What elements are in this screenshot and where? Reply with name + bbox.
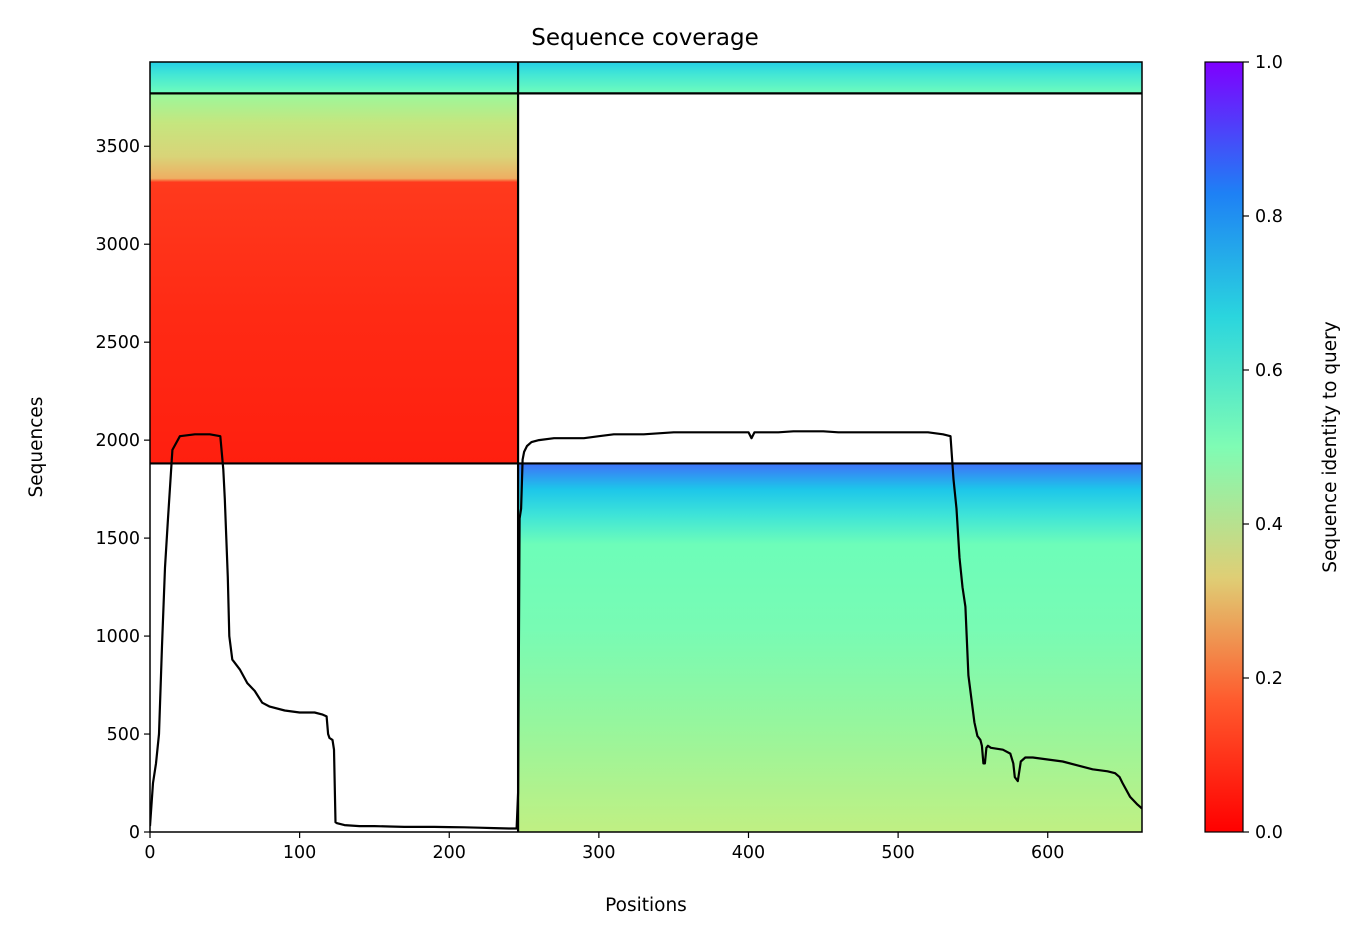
- colorbar-tick-label: 0.8: [1255, 207, 1283, 227]
- y-tick-label: 1500: [95, 529, 140, 549]
- y-tick-label: 500: [107, 725, 140, 745]
- coverage-line-group: [150, 430, 1142, 830]
- x-tick-label: 400: [732, 843, 765, 863]
- x-tick-label: 500: [881, 843, 914, 863]
- colorbar-tick-label: 1.0: [1255, 53, 1283, 73]
- x-tick-label: 600: [1031, 843, 1064, 863]
- msa-heatmap: [150, 62, 1142, 832]
- chart-title: Sequence coverage: [531, 25, 759, 51]
- x-axis-label: Positions: [605, 895, 687, 916]
- colorbar-tick-label: 0.6: [1255, 361, 1283, 381]
- y-tick-label: 0: [129, 823, 140, 843]
- y-tick-label: 1000: [95, 627, 140, 647]
- colorbar: [1204, 61, 1244, 833]
- x-tick-label: 300: [582, 843, 615, 863]
- x-tick-label: 200: [433, 843, 466, 863]
- y-axis: 0 500 1000 1500 2000 2500 3000 3500: [95, 137, 150, 843]
- colorbar-tick-label: 0.4: [1255, 515, 1283, 535]
- colorbar-tick-label: 0.0: [1255, 823, 1283, 843]
- y-axis-label: Sequences: [26, 397, 47, 498]
- y-tick-label: 3000: [95, 235, 140, 255]
- plot-frame: [149, 61, 1143, 833]
- coverage-line: [150, 430, 1142, 830]
- y-tick-label: 3500: [95, 137, 140, 157]
- x-axis: 0 100 200 300 400 500 600: [144, 832, 1064, 863]
- x-tick-label: 0: [144, 843, 155, 863]
- chain-a-msa-block: [150, 93, 519, 464]
- colorbar-axis: 0.0 0.2 0.4 0.6 0.8 1.0: [1243, 53, 1283, 843]
- colorbar-tick-label: 0.2: [1255, 669, 1283, 689]
- y-tick-label: 2000: [95, 431, 140, 451]
- chain-b-msa-block: [518, 463, 1142, 832]
- y-tick-label: 2500: [95, 333, 140, 353]
- x-tick-label: 100: [283, 843, 316, 863]
- paired-msa-block: [150, 62, 1142, 94]
- colorbar-label: Sequence identity to query: [1320, 321, 1341, 573]
